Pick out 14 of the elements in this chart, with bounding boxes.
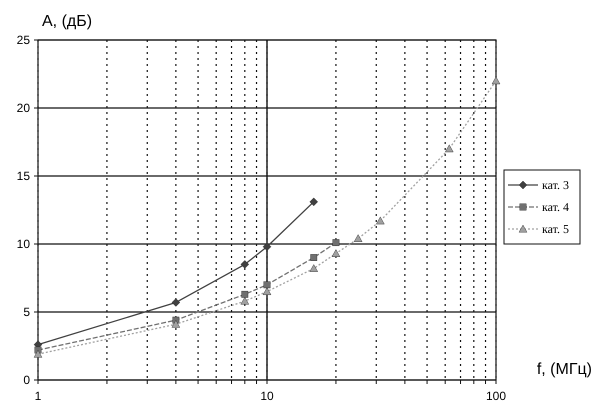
y-tick-label: 15 <box>16 169 30 184</box>
y-axis-title: A, (дБ) <box>42 13 92 30</box>
legend-label: кат. 3 <box>542 178 570 192</box>
x-axis-title: f, (МГц) <box>536 361 592 378</box>
x-tick-label: 1 <box>34 389 42 403</box>
y-tick-label: 20 <box>16 101 30 116</box>
y-tick-label: 5 <box>23 305 30 320</box>
y-tick-label: 25 <box>16 33 30 48</box>
x-tick-label: 10 <box>260 389 274 403</box>
legend-label: кат. 4 <box>542 200 570 214</box>
y-tick-label: 0 <box>23 373 30 388</box>
x-tick-label: 100 <box>486 389 506 403</box>
y-tick-label: 10 <box>16 237 30 252</box>
legend-label: кат. 5 <box>542 222 570 236</box>
